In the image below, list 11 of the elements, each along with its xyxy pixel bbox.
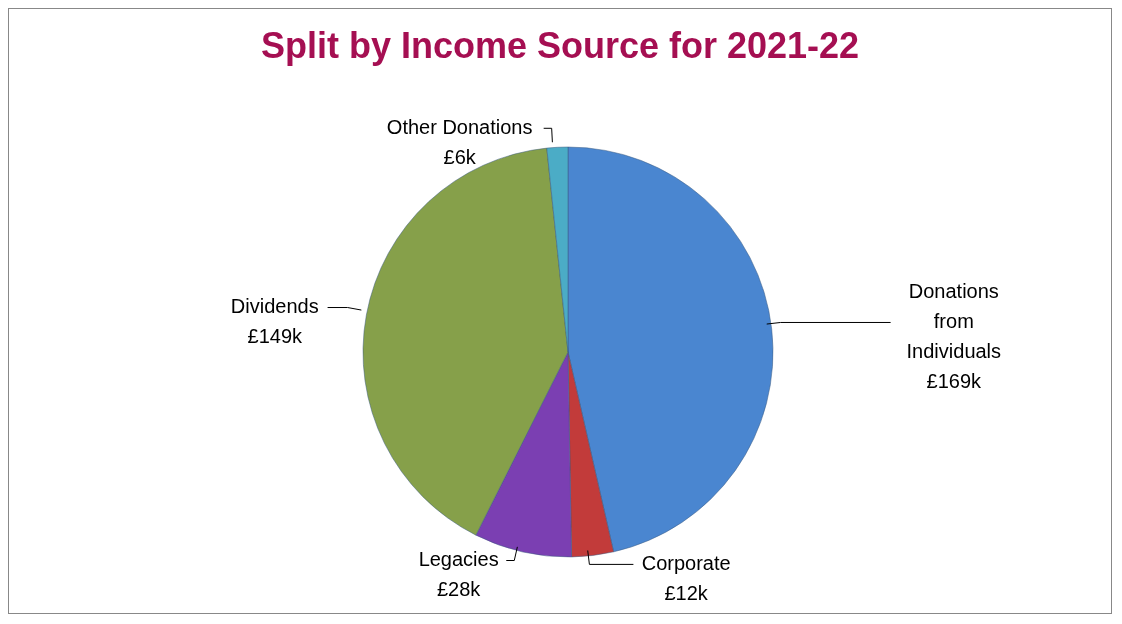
- data-label: £169k: [926, 369, 983, 392]
- chart-title: Split by Income Source for 2021-22: [259, 24, 861, 68]
- data-label: £28k: [436, 577, 482, 600]
- slice-label: Donations from Individuals: [906, 279, 1002, 362]
- slice-label: Dividends: [230, 294, 319, 317]
- slice-label: Corporate: [641, 551, 731, 574]
- data-label: £12k: [664, 581, 709, 604]
- slice-label: Other Donations: [386, 115, 533, 138]
- data-label: £149k: [247, 324, 304, 347]
- data-label: £6k: [443, 145, 477, 168]
- slice-label: Legacies: [418, 547, 499, 570]
